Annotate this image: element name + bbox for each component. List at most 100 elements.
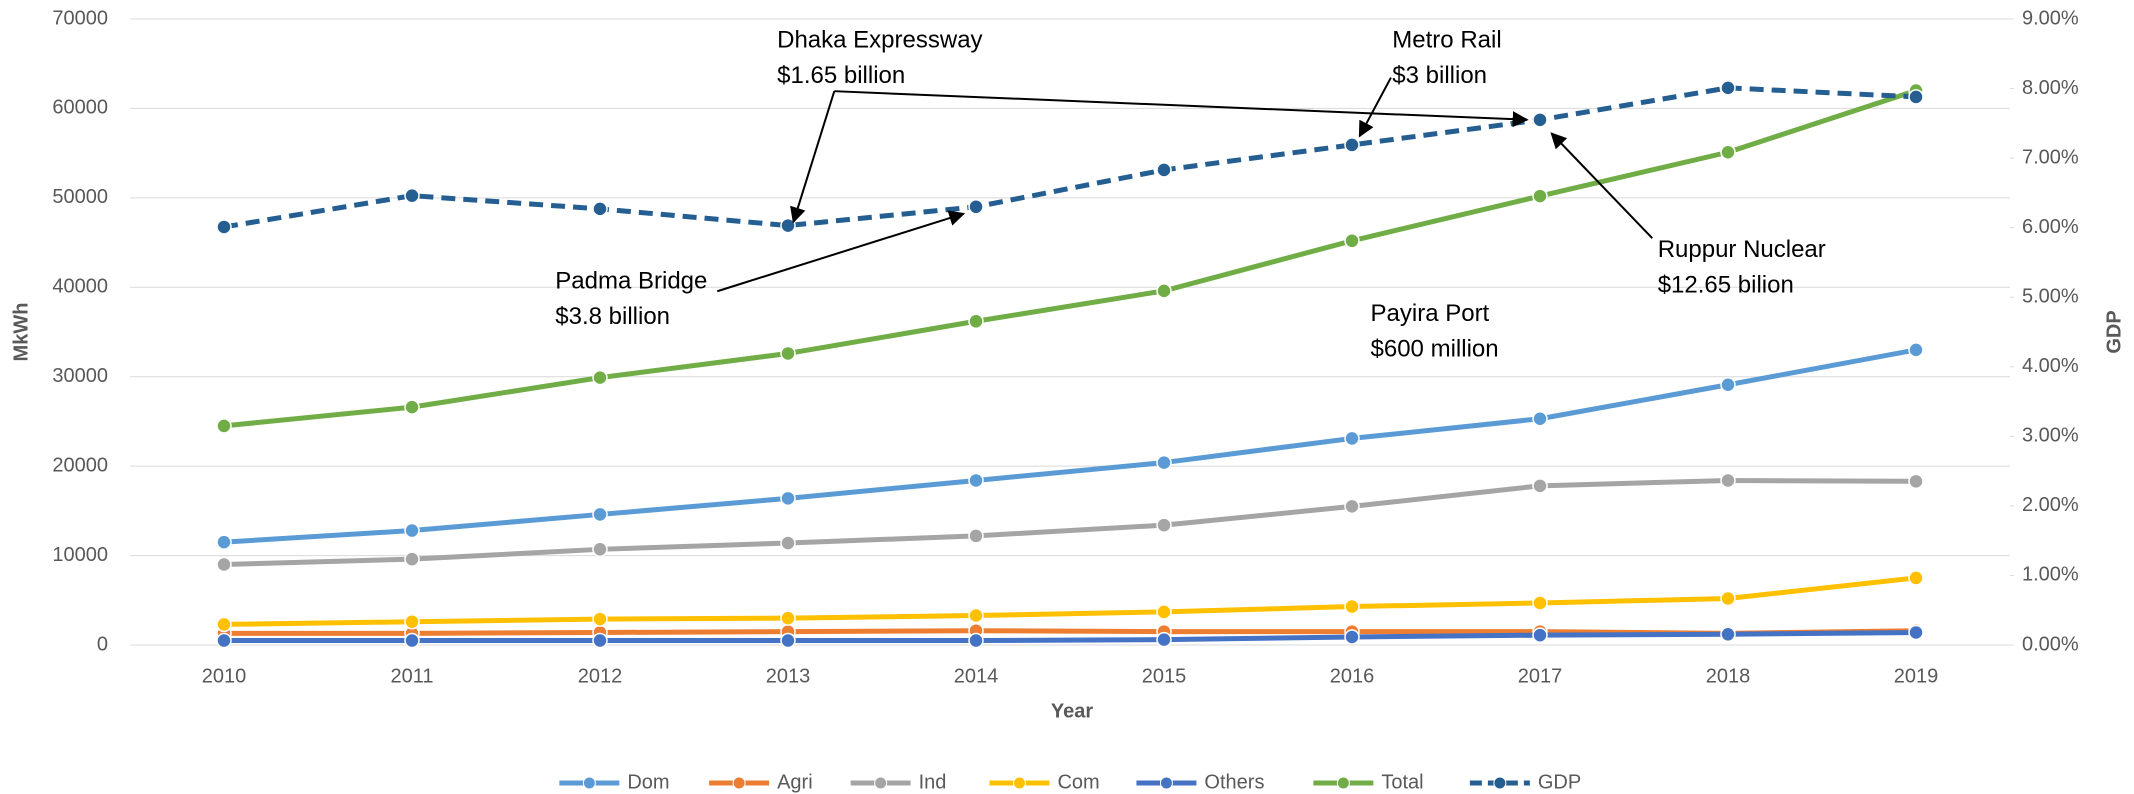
data-point (1908, 342, 1924, 358)
legend-label: Others (1204, 771, 1264, 793)
data-point (1532, 410, 1548, 427)
y-tick-label: 20000 (52, 454, 108, 476)
y2-tick-label: 9.00% (2022, 7, 2079, 29)
data-point (1344, 629, 1360, 645)
legend-marker (1336, 776, 1350, 790)
x-tick-label: 2019 (1894, 665, 1939, 687)
data-point (1720, 590, 1736, 607)
y2-tick-label: 1.00% (2022, 564, 2079, 586)
x-tick-label: 2018 (1706, 665, 1751, 687)
data-point (216, 556, 232, 573)
data-point (1532, 595, 1548, 611)
data-point (1720, 144, 1736, 160)
annotation: $3 billion (1392, 62, 1487, 89)
data-point (1908, 624, 1924, 641)
x-tick-label: 2015 (1142, 665, 1187, 687)
data-point (968, 632, 984, 649)
legend-label: Com (1057, 771, 1099, 793)
y2-tick-label: 8.00% (2022, 77, 2079, 99)
data-point (404, 187, 420, 204)
data-point (404, 632, 420, 649)
series-line (223, 575, 1917, 627)
y-tick-label: 10000 (52, 544, 108, 566)
data-point (1344, 137, 1360, 153)
annotation-arrow (834, 90, 1529, 128)
y-axis-label: MkWh (10, 303, 32, 362)
data-point (1908, 473, 1924, 490)
y2-tick-label: 7.00% (2022, 146, 2079, 168)
data-point (780, 632, 796, 649)
x-tick-label: 2014 (954, 665, 999, 687)
data-point (592, 369, 608, 386)
annotation-arrow (1358, 77, 1392, 138)
annotation: $3.8 billion (555, 303, 670, 330)
data-point (216, 632, 232, 649)
annotation: Dhaka Expressway (777, 27, 982, 54)
series-line (224, 629, 1917, 644)
y-tick-label: 30000 (52, 365, 108, 387)
x-tick-label: 2013 (766, 665, 811, 687)
legend-marker (1159, 776, 1173, 790)
data-point (780, 610, 796, 626)
data-point (1156, 162, 1172, 178)
y-tick-label: 50000 (52, 186, 108, 208)
x-tick-label: 2012 (578, 665, 623, 687)
y2-tick-label: 0.00% (2022, 633, 2079, 655)
y2-tick-label: 2.00% (2022, 494, 2079, 516)
legend-label: Total (1381, 771, 1423, 793)
y2-tick-label: 6.00% (2022, 216, 2079, 238)
data-point (1720, 80, 1736, 96)
data-point (1532, 188, 1548, 204)
data-point (1344, 430, 1360, 447)
data-point (216, 616, 232, 633)
legend-marker (874, 776, 888, 790)
annotation-arrow (790, 90, 836, 224)
data-point (1908, 89, 1924, 105)
data-point (1532, 627, 1548, 643)
annotation: Ruppur Nuclear (1658, 236, 1826, 263)
data-point (592, 201, 608, 217)
data-point (1532, 112, 1548, 128)
data-point (592, 541, 608, 558)
annotation-arrow (1550, 132, 1653, 239)
y-tick-label: 40000 (52, 276, 108, 298)
series-line (223, 347, 1917, 545)
data-point (404, 613, 420, 630)
data-point (1532, 478, 1548, 494)
data-point (404, 551, 420, 567)
data-point (404, 399, 420, 415)
annotation: $1.65 billion (777, 62, 905, 89)
data-point (592, 632, 608, 649)
x-axis-label: Year (1051, 700, 1093, 722)
legend-label: Ind (919, 771, 947, 793)
annotation: Padma Bridge (555, 268, 707, 295)
data-point (1156, 454, 1172, 471)
data-point (216, 219, 232, 235)
y-tick-label: 0 (97, 633, 108, 655)
legend-marker (582, 776, 596, 790)
data-point (968, 607, 984, 624)
legend-marker (732, 776, 746, 790)
annotation: Metro Rail (1392, 27, 1501, 54)
data-point (1720, 377, 1736, 393)
annotation-arrow (716, 210, 966, 293)
x-tick-label: 2016 (1330, 665, 1375, 687)
data-point (404, 522, 420, 539)
data-point (968, 199, 984, 215)
series-line (223, 477, 1917, 568)
data-point (1156, 283, 1172, 299)
legend-label: Dom (627, 771, 669, 793)
y2-tick-label: 3.00% (2022, 425, 2079, 447)
data-point (1344, 598, 1360, 615)
x-tick-label: 2011 (390, 665, 433, 687)
data-point (1156, 631, 1172, 648)
y2-axis-label: GDP (2103, 310, 2125, 353)
data-point (1720, 472, 1736, 489)
annotation: Payira Port (1371, 300, 1490, 327)
data-point (1156, 517, 1172, 533)
data-point (780, 490, 796, 507)
y-tick-label: 60000 (52, 97, 108, 119)
data-point (780, 345, 796, 362)
data-point (968, 528, 984, 544)
